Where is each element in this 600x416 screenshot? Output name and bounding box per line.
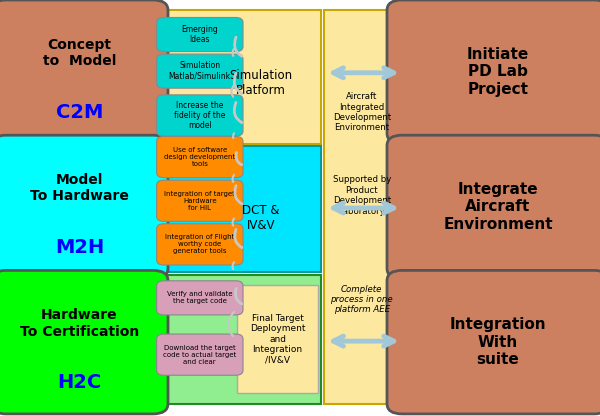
Text: DCT &
IV&V: DCT & IV&V bbox=[242, 204, 280, 233]
Text: C2M: C2M bbox=[56, 103, 103, 122]
FancyBboxPatch shape bbox=[157, 95, 243, 136]
FancyBboxPatch shape bbox=[157, 136, 243, 178]
FancyBboxPatch shape bbox=[0, 0, 168, 144]
FancyArrowPatch shape bbox=[232, 175, 234, 182]
FancyBboxPatch shape bbox=[157, 281, 243, 315]
FancyArrowPatch shape bbox=[235, 186, 242, 204]
Text: Supported by
Product
Development
Laboratory: Supported by Product Development Laborat… bbox=[332, 176, 391, 215]
Bar bbox=[237, 285, 318, 393]
Bar bbox=[159, 10, 321, 144]
FancyBboxPatch shape bbox=[387, 0, 600, 144]
FancyArrowPatch shape bbox=[234, 102, 242, 123]
Bar bbox=[159, 146, 321, 272]
Text: Initiate
PD Lab
Project: Initiate PD Lab Project bbox=[467, 47, 529, 97]
Text: Download the target
code to actual target
and clear: Download the target code to actual targe… bbox=[163, 344, 236, 365]
FancyBboxPatch shape bbox=[157, 180, 243, 221]
Text: Use of software
design development
tools: Use of software design development tools bbox=[164, 147, 235, 167]
Text: H2C: H2C bbox=[58, 373, 101, 392]
Text: Emerging
Ideas: Emerging Ideas bbox=[181, 25, 218, 44]
FancyBboxPatch shape bbox=[387, 270, 600, 414]
Text: Concept
to  Model: Concept to Model bbox=[43, 38, 116, 68]
FancyArrowPatch shape bbox=[232, 49, 234, 56]
FancyArrowPatch shape bbox=[232, 85, 234, 97]
FancyArrowPatch shape bbox=[232, 218, 234, 225]
Text: Simulation
Matlab/Simulink: Simulation Matlab/Simulink bbox=[169, 62, 231, 81]
FancyArrowPatch shape bbox=[235, 288, 242, 304]
Text: Complete
process in one
platform AEE: Complete process in one platform AEE bbox=[331, 285, 393, 314]
Text: Integrate
Aircraft
Environment: Integrate Aircraft Environment bbox=[443, 182, 553, 232]
FancyArrowPatch shape bbox=[228, 312, 234, 336]
Text: Integration
With
suite: Integration With suite bbox=[449, 317, 547, 367]
FancyArrowPatch shape bbox=[234, 73, 242, 94]
FancyArrowPatch shape bbox=[232, 262, 234, 269]
FancyBboxPatch shape bbox=[157, 334, 243, 375]
Bar bbox=[324, 10, 399, 404]
Text: Simulation
Platform: Simulation Platform bbox=[229, 69, 293, 97]
FancyBboxPatch shape bbox=[157, 54, 243, 88]
Text: Hardware
To Certification: Hardware To Certification bbox=[20, 308, 139, 339]
Text: Final Target
Deployment
and
Integration
/IV&V: Final Target Deployment and Integration … bbox=[250, 314, 305, 364]
Text: Model
To Hardware: Model To Hardware bbox=[30, 173, 129, 203]
FancyArrowPatch shape bbox=[235, 37, 242, 56]
FancyBboxPatch shape bbox=[157, 17, 243, 52]
FancyBboxPatch shape bbox=[0, 135, 168, 279]
Bar bbox=[159, 275, 321, 404]
FancyBboxPatch shape bbox=[387, 135, 600, 279]
Text: Increase the
fidelity of the
model: Increase the fidelity of the model bbox=[174, 101, 226, 130]
FancyBboxPatch shape bbox=[0, 270, 168, 414]
Text: Integration of Flight
worthy code
generator tools: Integration of Flight worthy code genera… bbox=[165, 234, 235, 255]
Text: Aircraft
Integrated
Development
Environment: Aircraft Integrated Development Environm… bbox=[332, 92, 391, 132]
FancyArrowPatch shape bbox=[236, 153, 242, 165]
Text: Verify and validate
the target code: Verify and validate the target code bbox=[167, 291, 233, 305]
FancyArrowPatch shape bbox=[235, 229, 242, 248]
Text: M2H: M2H bbox=[55, 238, 104, 257]
FancyArrowPatch shape bbox=[233, 133, 234, 138]
FancyBboxPatch shape bbox=[157, 224, 243, 265]
Text: Integration of target
Hardware
for HIL: Integration of target Hardware for HIL bbox=[164, 191, 235, 211]
